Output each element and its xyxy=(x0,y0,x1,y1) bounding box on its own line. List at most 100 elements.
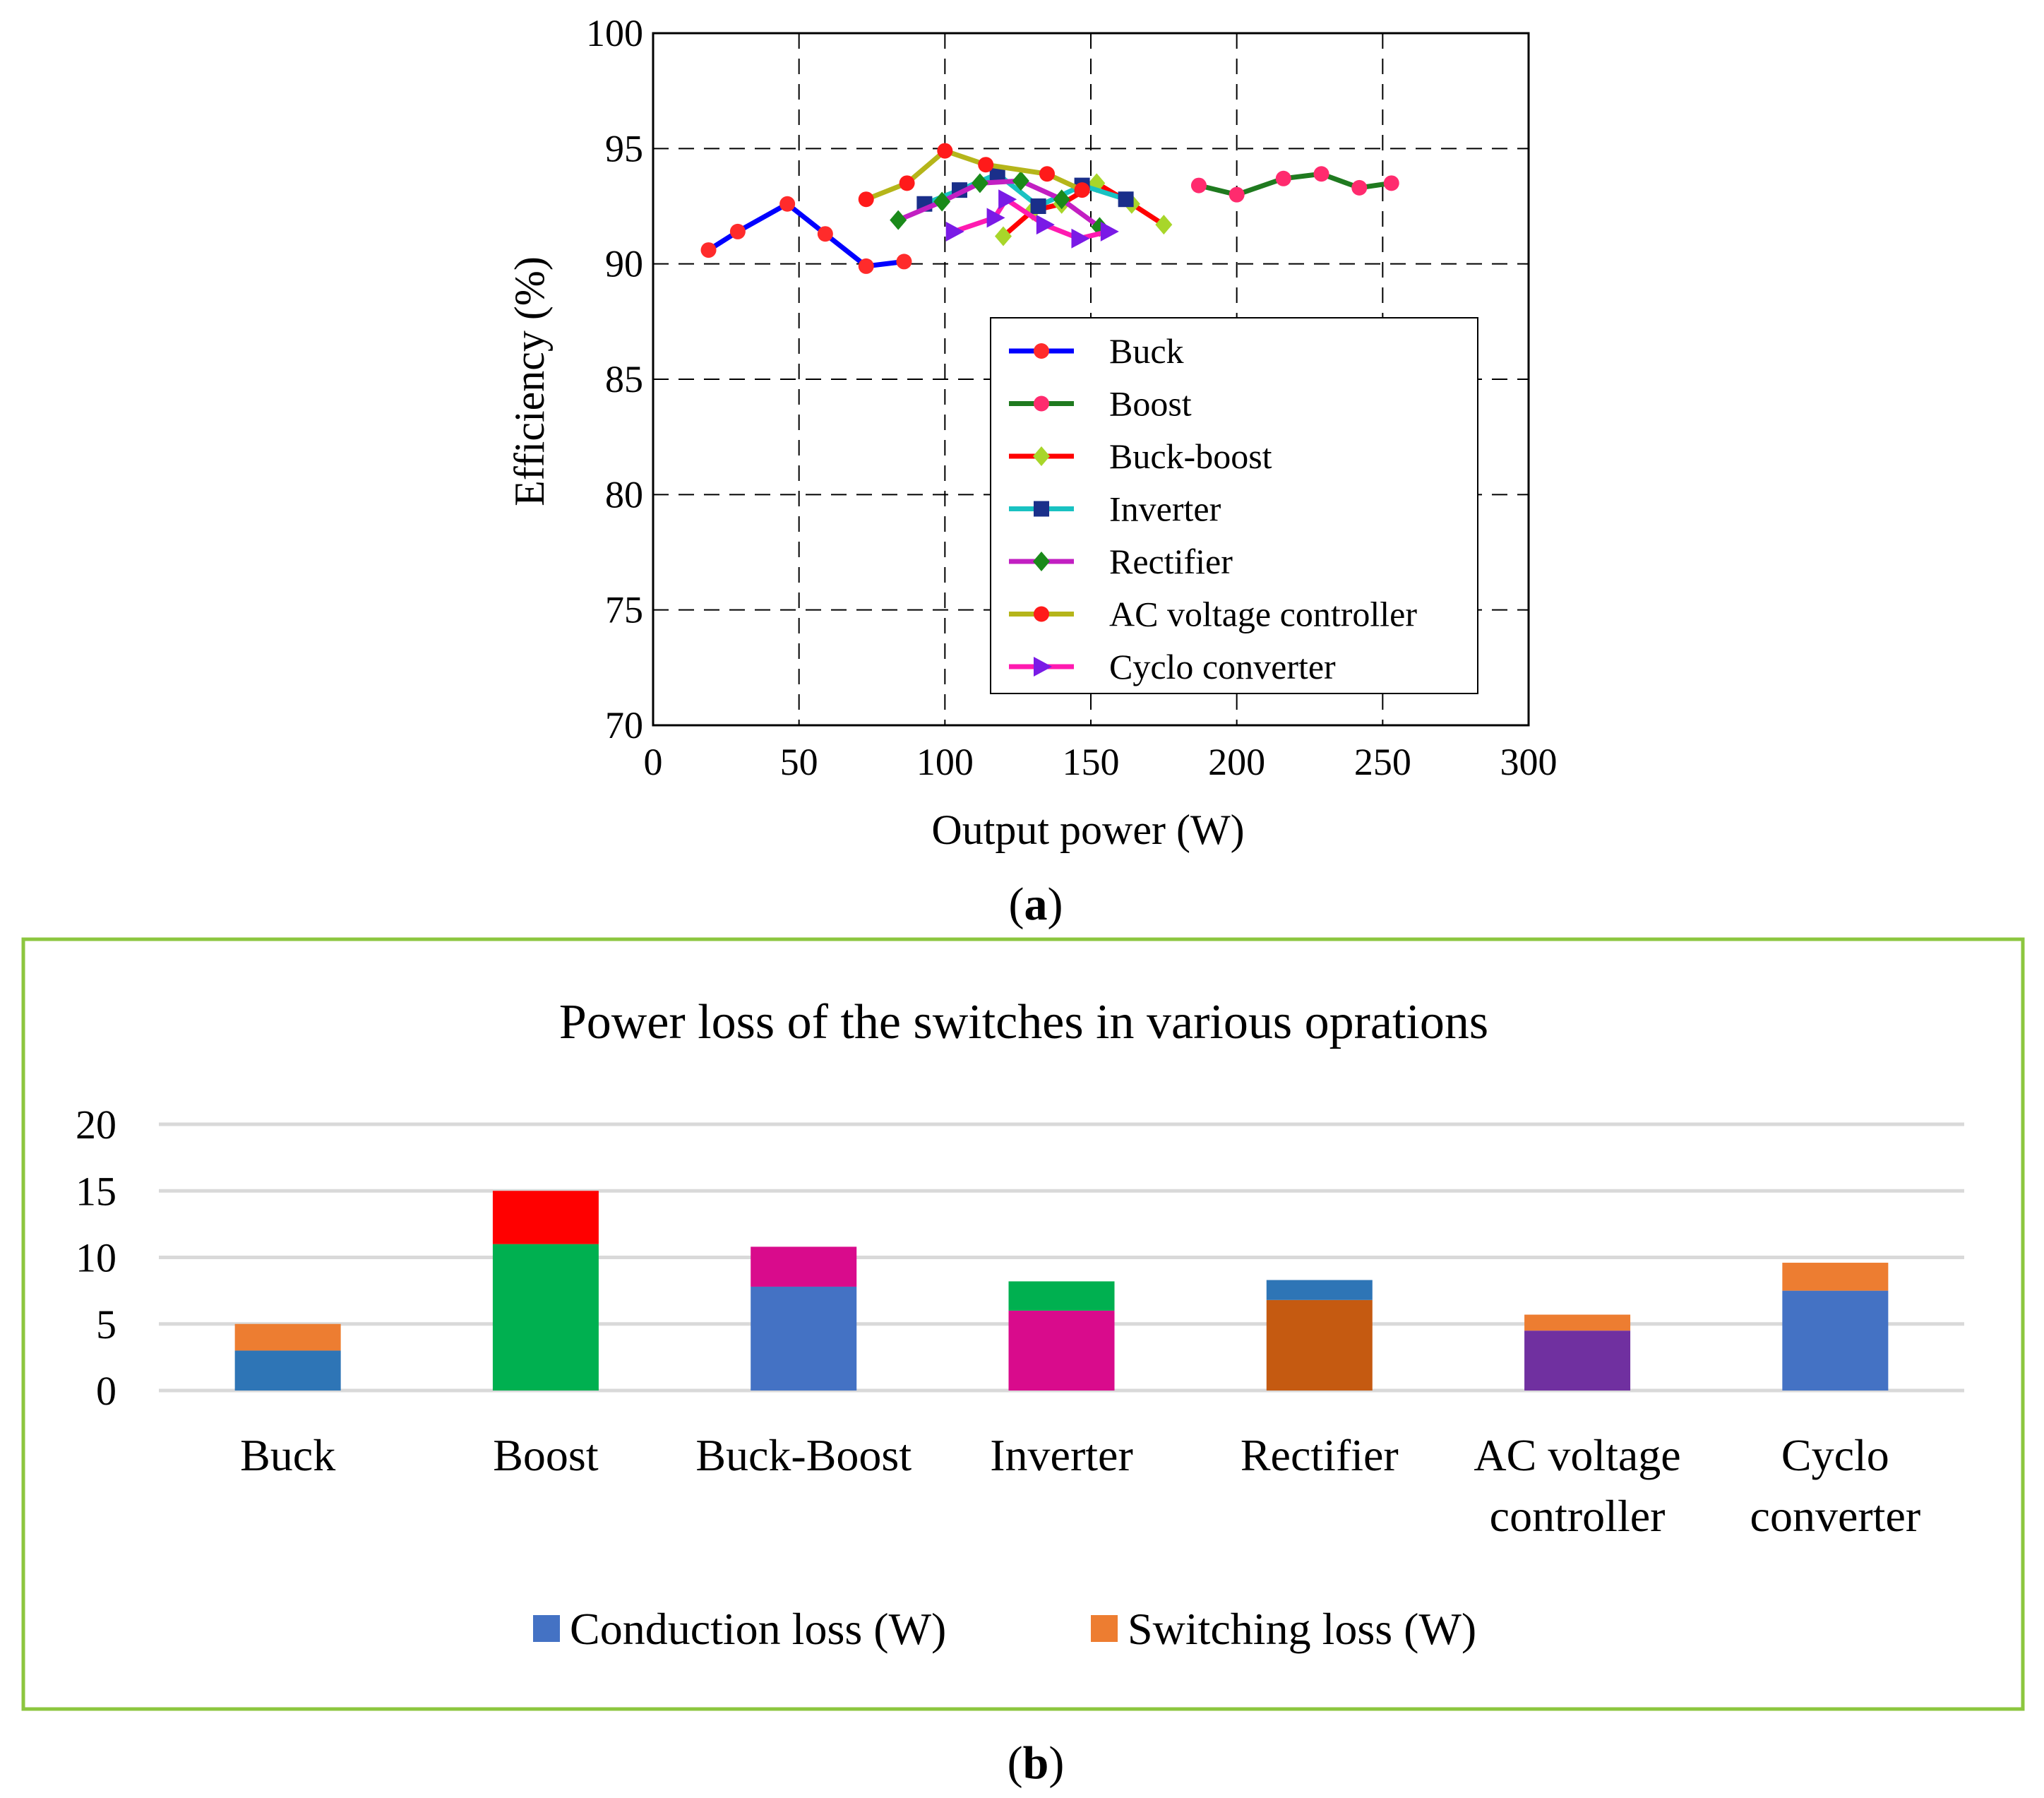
panel-a-letter: a xyxy=(1024,879,1048,930)
data-point xyxy=(1313,166,1329,182)
legend-marker xyxy=(1034,657,1052,677)
y-tick-label: 100 xyxy=(586,12,643,54)
data-point xyxy=(1074,182,1090,198)
data-point xyxy=(1383,175,1399,191)
legend-label: Boost xyxy=(1109,384,1192,424)
legend-label: Inverter xyxy=(1109,489,1221,529)
data-point xyxy=(971,173,988,194)
bar-stack-rectifier xyxy=(1266,1280,1373,1391)
panel-b-letter: b xyxy=(1023,1737,1049,1789)
x-tick-label: 250 xyxy=(1354,741,1411,783)
line-chart-y-ticks: 70 75 80 85 90 95 100 xyxy=(586,12,643,746)
x-tick-label: 0 xyxy=(644,741,663,783)
bar-chart-title: Power loss of the switches in various op… xyxy=(559,995,1488,1049)
legend-marker xyxy=(1033,446,1050,466)
legend-box xyxy=(990,317,1478,694)
bar-segment-conduction-loss-w xyxy=(1782,1290,1889,1391)
x-tick-label: 300 xyxy=(1500,741,1558,783)
data-point xyxy=(1229,186,1245,203)
bar-segment-switching-loss-w xyxy=(1008,1281,1115,1311)
panel-a-tag: (a) xyxy=(1009,879,1063,930)
category-label-cyclo-converter: Cyclo converter xyxy=(1750,1430,1921,1541)
data-point xyxy=(1030,198,1046,214)
legend-marker xyxy=(1034,501,1049,517)
legend-marker xyxy=(1033,552,1050,571)
legend-item-switching-loss-w: Switching loss (W) xyxy=(1091,1604,1476,1654)
legend-item-rectifier: Rectifier xyxy=(1009,542,1233,581)
legend-label: AC voltage controller xyxy=(1109,595,1417,634)
y-tick-label: 75 xyxy=(605,589,643,631)
legend-item-buck-boost: Buck-boost xyxy=(1009,436,1272,476)
y-tick-label: 90 xyxy=(605,243,643,285)
data-point xyxy=(995,226,1012,246)
category-label-line: AC voltage xyxy=(1474,1430,1680,1480)
data-point xyxy=(899,175,915,191)
data-point xyxy=(1118,191,1134,208)
series-ac-voltage-controller xyxy=(858,143,1090,208)
category-label-rectifier: Rectifier xyxy=(1241,1430,1399,1480)
category-label-buck: Buck xyxy=(240,1430,335,1480)
y-tick-label: 15 xyxy=(76,1168,116,1214)
data-point xyxy=(945,221,964,242)
x-tick-label: 150 xyxy=(1063,741,1120,783)
series-line-rectifier xyxy=(897,178,1101,230)
data-point xyxy=(1351,179,1368,196)
bar-segment-conduction-loss-w xyxy=(234,1350,341,1391)
data-point xyxy=(896,254,912,270)
y-tick-label: 80 xyxy=(605,473,643,516)
bar-chart-panel: Power loss of the switches in various op… xyxy=(21,937,2025,1789)
bar-stack-cyclo-converter xyxy=(1782,1263,1889,1391)
bar-stack-ac-voltage-controller xyxy=(1524,1314,1631,1391)
legend-item-cyclo-converter: Cyclo converter xyxy=(1009,647,1336,686)
legend-label: Rectifier xyxy=(1109,542,1233,581)
y-tick-label: 95 xyxy=(605,127,643,169)
series-rectifier xyxy=(890,171,1108,237)
bar-segment-switching-loss-w xyxy=(1782,1263,1889,1291)
bar-segment-switching-loss-w xyxy=(751,1246,857,1287)
legend-item-boost: Boost xyxy=(1009,384,1192,424)
data-point xyxy=(817,226,833,242)
bar-stack-boost xyxy=(492,1191,599,1391)
panel-b-tag: (b) xyxy=(1008,1737,1065,1789)
data-point xyxy=(933,191,951,212)
y-tick-label: 70 xyxy=(605,704,643,746)
series-buck xyxy=(700,196,912,274)
legend-item-buck: Buck xyxy=(1009,331,1184,371)
x-tick-label: 100 xyxy=(916,741,974,783)
data-point xyxy=(858,258,874,274)
bar-segment-conduction-loss-w xyxy=(492,1244,599,1391)
data-point xyxy=(1275,170,1291,186)
data-point xyxy=(729,223,746,239)
legend-label: Buck xyxy=(1109,331,1184,371)
line-chart-legend: Buck Boost Buck-boost Inverter Rectifier AC v… xyxy=(990,317,1478,694)
data-point xyxy=(1071,228,1090,249)
data-point xyxy=(890,210,907,230)
bar-segment-switching-loss-w xyxy=(1266,1280,1373,1300)
category-label-line: converter xyxy=(1750,1491,1921,1541)
y-tick-label: 20 xyxy=(76,1102,116,1148)
data-point xyxy=(1100,221,1119,242)
data-point xyxy=(986,208,1005,228)
legend-label: Buck-boost xyxy=(1109,436,1272,476)
line-chart-y-axis-label: Efficiency (%) xyxy=(506,256,553,506)
bar-chart-category-labels: Buck Boost Buck-Boost Inverter Rectifier AC v… xyxy=(240,1430,1920,1541)
bar-chart-y-ticks: 0 5 10 15 20 xyxy=(76,1102,116,1414)
legend-marker xyxy=(1034,395,1049,412)
category-label-line: Cyclo xyxy=(1781,1430,1889,1480)
bar-segment-switching-loss-w xyxy=(234,1323,341,1351)
category-label-ac-voltage-controller: AC voltage controller xyxy=(1474,1430,1680,1541)
x-tick-label: 50 xyxy=(780,741,818,783)
bar-segment-switching-loss-w xyxy=(492,1191,599,1244)
legend-item-inverter: Inverter xyxy=(1009,489,1221,529)
data-point xyxy=(989,166,1005,182)
y-tick-label: 10 xyxy=(76,1235,116,1281)
data-point xyxy=(1053,189,1070,210)
legend-marker xyxy=(1034,606,1049,622)
category-label-line: Boost xyxy=(493,1430,599,1480)
line-chart-x-ticks: 0 50 100 150 200 250 300 xyxy=(644,741,1558,783)
x-tick-label: 200 xyxy=(1208,741,1265,783)
legend-swatch xyxy=(533,1615,560,1642)
category-label-line: Inverter xyxy=(990,1430,1133,1480)
y-tick-label: 0 xyxy=(96,1368,116,1414)
line-chart-x-axis-label: Output power (W) xyxy=(931,806,1244,853)
